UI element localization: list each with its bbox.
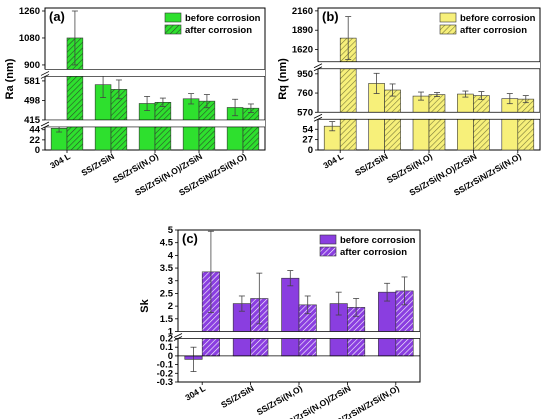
axis-break-mark <box>173 333 183 338</box>
axis-break-mark <box>40 121 50 127</box>
axis-break-gap <box>39 69 265 77</box>
y-tick-label: 54 <box>302 124 313 135</box>
legend-label: before corrosion <box>340 235 416 246</box>
bar-after-4 <box>242 107 260 151</box>
bar-before-2 <box>412 95 430 151</box>
bar-after-1 <box>384 89 401 151</box>
legend-swatch-before <box>319 234 337 245</box>
legend-label: before corrosion <box>185 13 261 24</box>
legend-label: after corrosion <box>185 25 252 36</box>
bar-after-2 <box>428 94 446 151</box>
bar-after-4 <box>517 98 535 151</box>
y-tick-label: 2160 <box>292 6 313 17</box>
bar-before-2 <box>281 277 300 357</box>
y-tick-label: 900 <box>24 60 40 71</box>
y-tick-label: 1260 <box>19 6 40 17</box>
x-tick-label: 304 L <box>48 151 72 171</box>
y-tick-label: 44 <box>29 125 40 136</box>
axis-break-mark <box>313 113 323 119</box>
y-tick-label: 5 <box>168 225 174 236</box>
y-tick-label: 1890 <box>292 25 313 36</box>
x-tick-label: SS/ZrSiN <box>79 151 116 178</box>
axis-break-mark <box>313 116 323 122</box>
panel-label: (c) <box>182 231 198 246</box>
panel-label: (b) <box>322 9 339 24</box>
bar-before-3 <box>457 93 474 151</box>
legend-label: after corrosion <box>460 25 527 36</box>
axis-break-gap <box>312 61 540 69</box>
y-tick-label: 415 <box>24 115 41 126</box>
y-tick-label: 4.5 <box>160 238 174 249</box>
legend-swatch-before <box>439 12 457 23</box>
legend-swatch-after <box>439 24 457 35</box>
y-tick-label: 950 <box>297 69 313 80</box>
y-tick-label: 3 <box>168 276 173 287</box>
y-tick-label: 1 <box>168 327 174 338</box>
y-tick-label: 0 <box>168 351 173 362</box>
axis-break-mark <box>40 124 50 130</box>
y-tick-label: 1080 <box>19 33 40 44</box>
y-axis-label: Rq (nm) <box>277 58 289 100</box>
y-tick-label: 581 <box>24 76 41 87</box>
legend-label: before corrosion <box>460 13 536 24</box>
y-tick-label: 2 <box>168 301 173 312</box>
y-tick-label: 0.1 <box>160 342 174 353</box>
legend-swatch-after <box>319 246 337 257</box>
y-tick-label: 570 <box>297 107 313 118</box>
y-tick-label: 27 <box>302 135 313 146</box>
axis-break-mark <box>313 63 323 69</box>
y-tick-label: -0.2 <box>157 368 173 379</box>
y-tick-label: 4 <box>168 250 174 261</box>
axis-break-gap <box>172 331 420 339</box>
x-tick-label: SS/ZrSiN <box>219 383 256 410</box>
y-tick-label: 0.2 <box>160 334 173 345</box>
bar-after-3 <box>473 95 490 151</box>
panel-label: (a) <box>49 9 65 24</box>
y-tick-label: 760 <box>297 88 313 99</box>
axis-break-mark <box>40 71 50 76</box>
axis-break-mark <box>313 66 323 72</box>
x-tick-label: SS/ZrSiN <box>353 151 390 178</box>
y-axis-label: Sk <box>139 298 151 312</box>
chart-panel-3: -0.3-0.2-0.100.10.21 1.5 2 2.53 3.5 44.5 5 Sk 30… <box>139 225 421 419</box>
legend-swatch-after <box>164 24 182 35</box>
y-tick-label: 0 <box>308 145 313 156</box>
y-tick-label: 1.5 <box>160 314 174 325</box>
y-tick-label: 2.5 <box>160 288 174 299</box>
bar-before-4 <box>378 291 397 357</box>
legend-label: after corrosion <box>340 247 407 258</box>
y-tick-label: 0 <box>35 145 40 156</box>
y-tick-label: 3.5 <box>160 263 174 274</box>
y-tick-label: -0.3 <box>157 377 173 388</box>
x-tick-label: 304 L <box>321 151 345 171</box>
x-tick-label: 304 L <box>183 383 207 403</box>
y-tick-label: 22 <box>29 135 40 146</box>
axis-break-mark <box>40 74 50 79</box>
y-tick-label: 1620 <box>292 45 313 56</box>
axis-break-gap <box>312 112 540 120</box>
axis-break-gap <box>39 119 265 127</box>
y-axis-label: Ra (nm) <box>4 58 16 99</box>
y-tick-label: -0.1 <box>157 360 174 371</box>
y-tick-label: 498 <box>24 95 40 106</box>
legend-swatch-before <box>164 12 182 23</box>
bar-before-4 <box>501 98 519 151</box>
